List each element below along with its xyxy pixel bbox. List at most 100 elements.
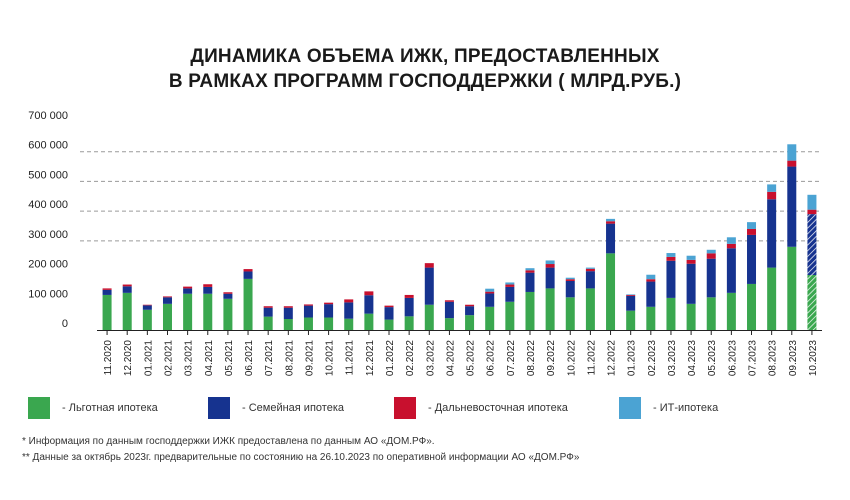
bar-segment bbox=[364, 291, 374, 296]
stacked-bar-chart: 0 100 000 200 000 300 000 400 000 500 000 600 … bbox=[28, 110, 822, 377]
bar-segment bbox=[767, 267, 777, 330]
bar-segment bbox=[324, 302, 334, 305]
x-tick-label: 10.2022 bbox=[566, 340, 577, 377]
x-tick-label: 07.2021 bbox=[264, 340, 275, 377]
x-tick-label: 11.2022 bbox=[586, 340, 597, 376]
legend-swatch-green bbox=[28, 397, 50, 419]
x-tick-label: 05.2022 bbox=[466, 340, 477, 377]
bar-segment bbox=[223, 293, 233, 299]
bar-segment bbox=[444, 318, 454, 330]
bar-segment bbox=[223, 298, 233, 330]
bar-segment bbox=[767, 191, 777, 200]
x-tick-label: 06.2022 bbox=[486, 340, 497, 377]
bar-segment bbox=[787, 160, 797, 167]
legend-swatch-navy bbox=[208, 397, 230, 419]
bar-segment bbox=[747, 228, 757, 235]
x-tick-label: 10.2023 bbox=[808, 340, 819, 377]
x-tick-label: 07.2023 bbox=[748, 340, 759, 377]
bar-segment bbox=[485, 291, 495, 294]
bar-segment bbox=[606, 218, 616, 222]
bar-segment bbox=[424, 267, 434, 305]
bar-segment bbox=[747, 222, 757, 229]
bar-segment bbox=[263, 316, 273, 330]
bar-segment bbox=[344, 302, 354, 319]
x-tick-label: 09.2023 bbox=[788, 340, 799, 377]
x-tick-label: 03.2023 bbox=[667, 340, 678, 377]
bar-segment bbox=[565, 280, 575, 298]
legend-label: - ИТ-ипотека bbox=[653, 402, 719, 414]
bar-segment bbox=[303, 317, 313, 330]
bar-segment bbox=[525, 291, 535, 330]
grid-lines bbox=[80, 151, 822, 331]
bar-segment bbox=[666, 260, 676, 298]
bar-segment bbox=[666, 297, 676, 330]
x-tick-label: 06.2023 bbox=[727, 340, 738, 377]
bar-segment bbox=[303, 304, 313, 306]
x-tick-label: 05.2023 bbox=[707, 340, 718, 377]
bar-segment bbox=[525, 268, 535, 271]
bar-segment bbox=[606, 221, 616, 224]
bar-segment bbox=[525, 272, 535, 292]
bar-segment bbox=[142, 309, 152, 330]
bar-segment bbox=[465, 306, 475, 316]
chart-title-line1: ДИНАМИКА ОБЪЕМА ИЖК, ПРЕДОСТАВЛЕННЫХ bbox=[190, 46, 660, 67]
bar-segment bbox=[344, 299, 354, 303]
bar-segment bbox=[545, 288, 555, 330]
x-tick-label: 06.2021 bbox=[244, 340, 255, 377]
bar-segment bbox=[505, 284, 515, 287]
bar-segment bbox=[706, 258, 716, 298]
bar-segment bbox=[686, 263, 696, 304]
bar-segment bbox=[122, 292, 132, 330]
x-tick-label: 04.2023 bbox=[687, 340, 698, 377]
y-tick-label: 500 000 bbox=[28, 169, 68, 181]
y-tick-label: 100 000 bbox=[28, 288, 68, 300]
bar-segment bbox=[747, 283, 757, 330]
bar-segment bbox=[626, 294, 636, 295]
legend-swatch-lightblue bbox=[619, 397, 641, 419]
bar-segment bbox=[747, 234, 757, 284]
bar-segment bbox=[626, 310, 636, 330]
bar-segment bbox=[626, 295, 636, 311]
bar-segment bbox=[263, 306, 273, 308]
bar-segment bbox=[706, 253, 716, 259]
bar-segment bbox=[726, 237, 736, 244]
x-tick-label: 05.2021 bbox=[224, 340, 235, 377]
x-tick-label: 08.2021 bbox=[284, 340, 295, 377]
bar-segment bbox=[122, 284, 132, 287]
bar-segment bbox=[485, 288, 495, 292]
bar-segment bbox=[706, 249, 716, 254]
x-tick-label: 12.2021 bbox=[365, 340, 376, 377]
bar-segment bbox=[162, 303, 172, 330]
bar-segment bbox=[303, 305, 313, 318]
bar-segment bbox=[344, 318, 354, 330]
bar-segment bbox=[203, 286, 213, 294]
bar-segment bbox=[142, 304, 152, 306]
x-tick-label: 07.2022 bbox=[506, 340, 517, 377]
x-tick-label: 01.2022 bbox=[385, 340, 396, 377]
bar-segment bbox=[565, 297, 575, 330]
bar-segment bbox=[726, 248, 736, 293]
bar-segment bbox=[243, 269, 253, 272]
bar-segment bbox=[364, 313, 374, 330]
y-tick-label: 700 000 bbox=[28, 110, 68, 122]
bar-segment bbox=[223, 292, 233, 294]
bar-segment bbox=[404, 316, 414, 330]
x-tick-label: 02.2023 bbox=[647, 340, 658, 377]
bar-segment bbox=[485, 306, 495, 330]
bar-segment bbox=[545, 267, 555, 289]
bar-segment bbox=[404, 297, 414, 317]
x-tick-label: 04.2021 bbox=[204, 340, 215, 377]
bar-segment bbox=[364, 295, 374, 314]
x-tick-label: 09.2022 bbox=[546, 340, 557, 377]
bar-segment bbox=[122, 286, 132, 293]
bar-segment bbox=[162, 297, 172, 304]
bar-segment bbox=[585, 268, 595, 272]
x-tick-label: 11.2020 bbox=[103, 340, 114, 376]
chart-title: ДИНАМИКА ОБЪЕМА ИЖК, ПРЕДОСТАВЛЕННЫХ В Р… bbox=[0, 44, 850, 94]
bar-segment bbox=[505, 286, 515, 302]
y-tick-label: 600 000 bbox=[28, 140, 68, 152]
bar-segment bbox=[585, 271, 595, 289]
bar-segment bbox=[606, 223, 616, 254]
bars bbox=[102, 144, 817, 330]
bar-segment bbox=[646, 281, 656, 307]
